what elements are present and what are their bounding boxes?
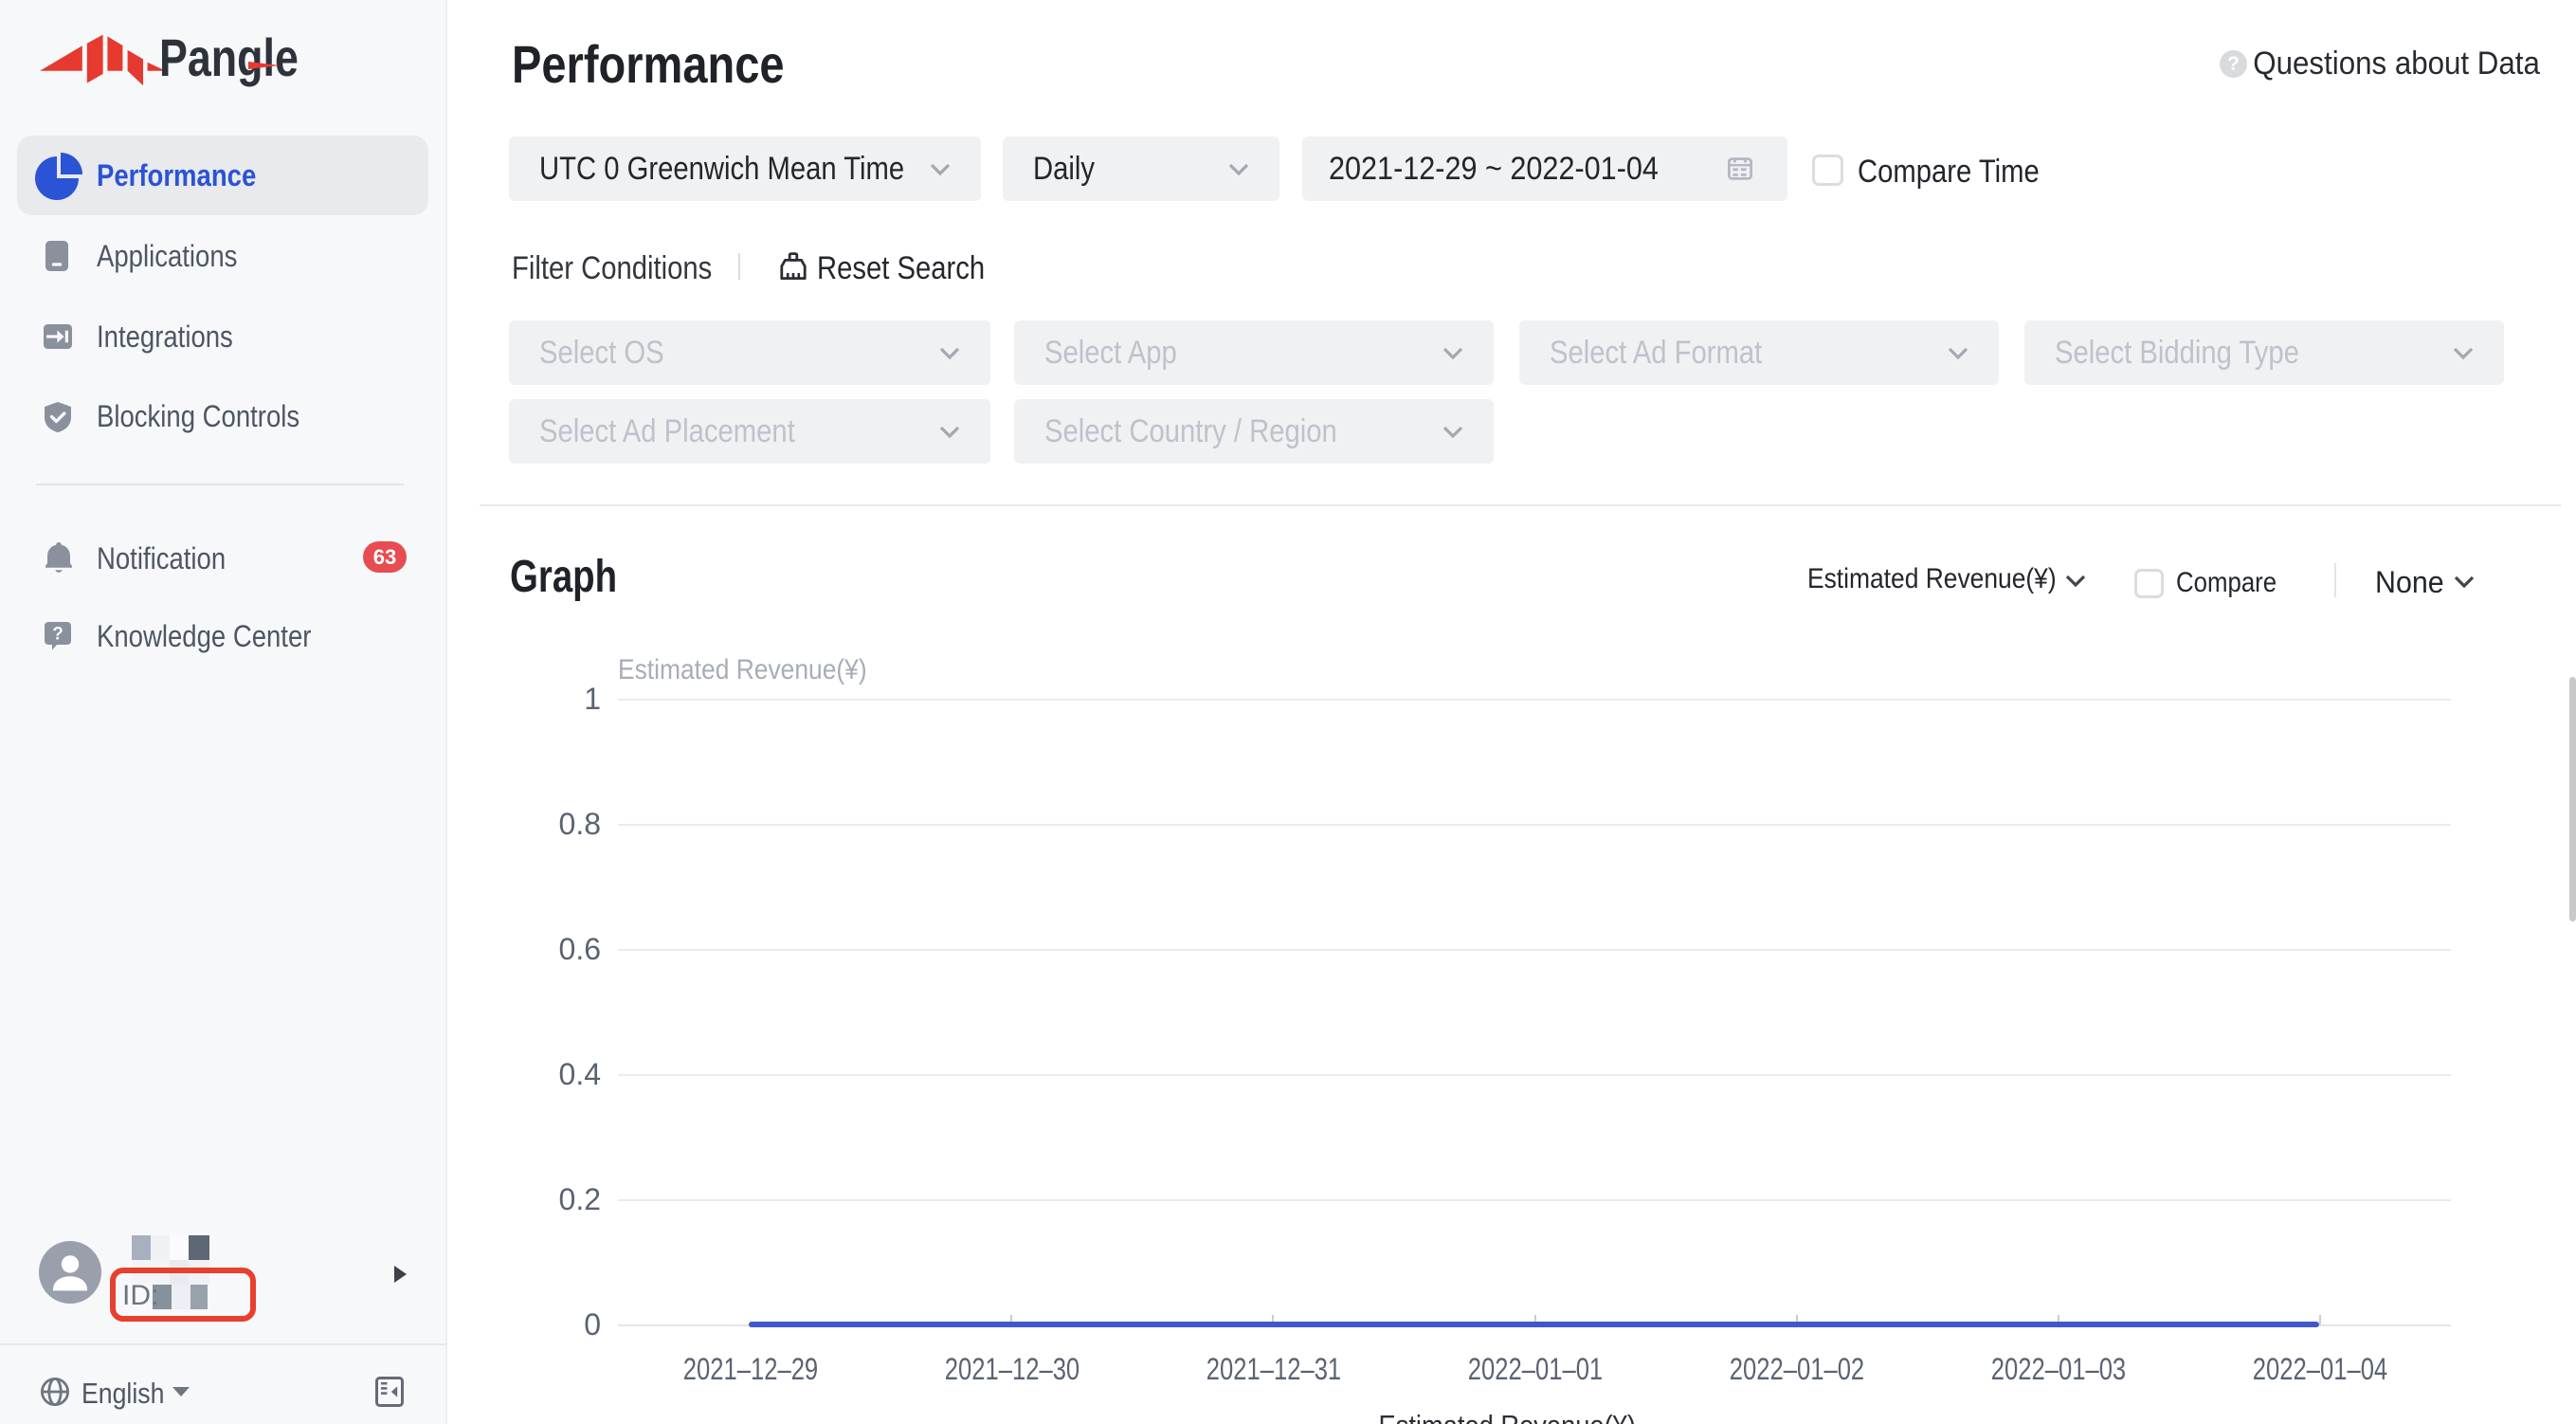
svg-text:?: ? (52, 625, 63, 645)
